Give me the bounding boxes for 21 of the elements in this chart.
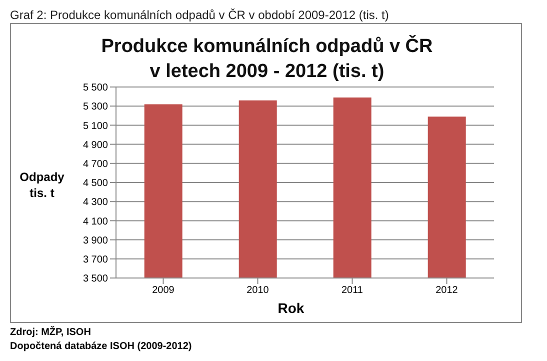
chart-subtitle: Graf 2: Produkce komunálních odpadů v ČR v období 2009-2012 (tis. t) [10,8,389,22]
y-tick-label: 4 100 [82,216,108,228]
y-tick-label: 5 300 [82,102,108,113]
y-tick-label: 5 100 [82,120,108,132]
y-tick-label: 4 300 [82,197,108,208]
text: Dopočtená databáze ISOH (2009-2012) [10,340,192,354]
y-tick-label: 4 500 [82,178,108,190]
y-tick-label: 4 900 [82,140,108,151]
x-axis-title: Rok [276,300,306,316]
x-tick-label: 2010 [246,285,270,296]
x-tick-label: 2012 [436,285,458,296]
chart-title: Produkce komunálních odpadů v ČR v letech 2009 - 2012 (tis. t) [100,34,434,84]
y-tick-label: 4 700 [82,158,108,170]
y-tick-label: 5 500 [82,82,108,94]
x-tick-label: 2011 [341,285,364,296]
y-tick-label: 3 500 [82,274,108,285]
y-tick-label: 3 700 [82,254,108,266]
y-tick-label: 3 900 [82,235,108,246]
y-axis-title: Odpady tis. t [18,169,66,201]
text: Zdroj: MŽP, ISOH [10,326,92,340]
x-tick-label: 2009 [152,285,175,296]
